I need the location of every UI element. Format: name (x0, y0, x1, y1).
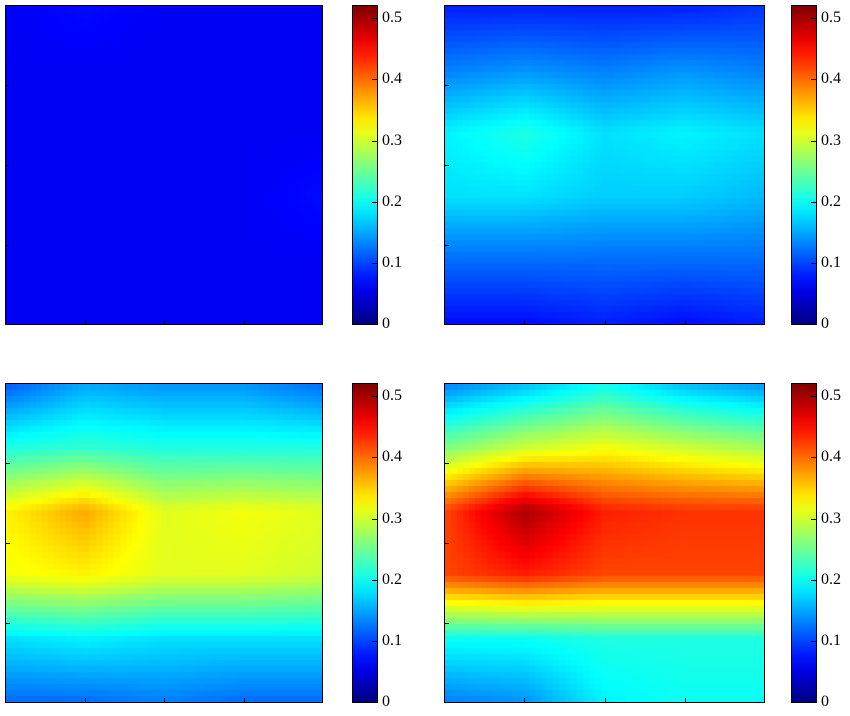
colorbar-tick-label: 0 (382, 315, 390, 332)
colorbar-tick-label: 0.1 (821, 632, 841, 649)
y-axis-tick (6, 165, 10, 166)
y-axis-tick (445, 165, 449, 166)
colorbar-tick-label: 0.3 (821, 510, 841, 527)
colorbar-tick-mark (811, 702, 816, 703)
colorbar-tick-mark (811, 396, 816, 397)
heatmap-plot (5, 5, 323, 325)
colorbar (352, 383, 378, 703)
heatmap-plot (5, 383, 323, 703)
colorbar-tick-label: 0.2 (821, 571, 841, 588)
x-axis-tick (244, 320, 245, 324)
x-axis-tick (524, 320, 525, 324)
colorbar-tick-label: 0.1 (382, 254, 402, 271)
colorbar-tick-mark (372, 79, 377, 80)
colorbar-tick-label: 0.5 (821, 9, 841, 26)
heatmap-image (445, 6, 764, 324)
colorbar-tick-label: 0.3 (382, 510, 402, 527)
colorbar-tick-mark (372, 263, 377, 264)
colorbar-tick-label: 0.2 (382, 571, 402, 588)
colorbar-tick-label: 0.1 (382, 632, 402, 649)
y-axis-tick (6, 245, 10, 246)
colorbar-tick-label: 0 (821, 315, 829, 332)
y-axis-tick (6, 543, 10, 544)
colorbar-tick-mark (372, 396, 377, 397)
heatmap-image (6, 6, 322, 324)
colorbar (352, 5, 378, 325)
colorbar-tick-mark (811, 641, 816, 642)
y-axis-tick (445, 245, 449, 246)
colorbar-tick-label: 0 (382, 693, 390, 710)
colorbar-tick-label: 0.5 (382, 9, 402, 26)
colorbar-tick-mark (372, 702, 377, 703)
x-axis-tick (524, 698, 525, 702)
colorbar-tick-label: 0.3 (382, 132, 402, 149)
colorbar-tick-mark (372, 519, 377, 520)
x-axis-tick (685, 320, 686, 324)
colorbar-tick-mark (372, 641, 377, 642)
colorbar-tick-label: 0.4 (382, 448, 402, 465)
y-axis-tick (445, 85, 449, 86)
heatmap-plot (444, 5, 765, 325)
x-axis-tick (685, 698, 686, 702)
colorbar-tick-label: 0 (821, 693, 829, 710)
colorbar-tick-label: 0.5 (382, 387, 402, 404)
x-axis-tick (85, 698, 86, 702)
colorbar-tick-label: 0.2 (821, 193, 841, 210)
colorbar-tick-mark (372, 457, 377, 458)
colorbar-tick-label: 0.3 (821, 132, 841, 149)
y-axis-tick (445, 543, 449, 544)
colorbar-tick-mark (372, 141, 377, 142)
colorbar-tick-label: 0.5 (821, 387, 841, 404)
x-axis-tick (85, 320, 86, 324)
y-axis-tick (6, 463, 10, 464)
colorbar-tick-mark (811, 580, 816, 581)
colorbar (791, 383, 817, 703)
colorbar-tick-mark (811, 79, 816, 80)
heatmap-plot (444, 383, 765, 703)
colorbar-tick-mark (811, 324, 816, 325)
y-axis-tick (6, 85, 10, 86)
heatmap-image (6, 384, 322, 702)
colorbar-tick-label: 0.4 (821, 70, 841, 87)
colorbar-tick-mark (811, 18, 816, 19)
colorbar-tick-label: 0.4 (382, 70, 402, 87)
y-axis-tick (6, 623, 10, 624)
colorbar-tick-mark (811, 519, 816, 520)
x-axis-tick (164, 698, 165, 702)
colorbar-tick-mark (372, 324, 377, 325)
x-axis-tick (244, 698, 245, 702)
colorbar-tick-mark (811, 457, 816, 458)
y-axis-tick (445, 463, 449, 464)
colorbar-tick-mark (372, 18, 377, 19)
colorbar-tick-label: 0.2 (382, 193, 402, 210)
colorbar-tick-mark (811, 141, 816, 142)
colorbar-tick-label: 0.1 (821, 254, 841, 271)
heatmap-image (445, 384, 764, 702)
x-axis-tick (605, 698, 606, 702)
y-axis-tick (445, 623, 449, 624)
x-axis-tick (164, 320, 165, 324)
x-axis-tick (605, 320, 606, 324)
colorbar-tick-mark (811, 202, 816, 203)
colorbar-tick-mark (811, 263, 816, 264)
colorbar-tick-mark (372, 580, 377, 581)
colorbar (791, 5, 817, 325)
colorbar-tick-label: 0.4 (821, 448, 841, 465)
colorbar-tick-mark (372, 202, 377, 203)
